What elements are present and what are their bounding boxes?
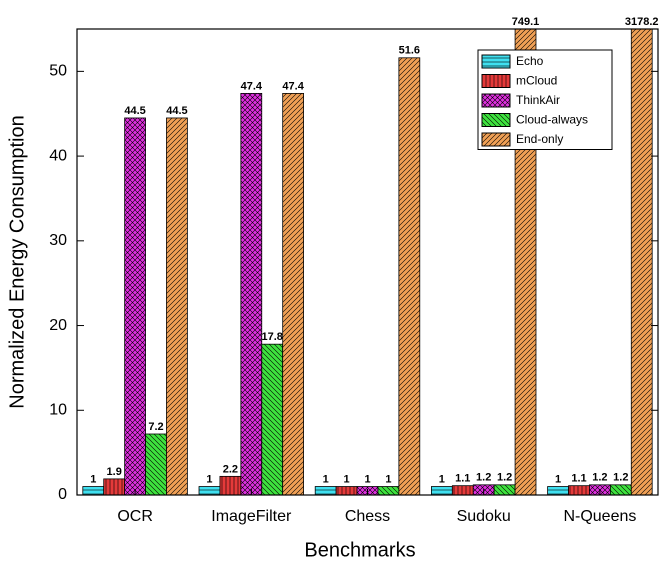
value-label: 17.8 [262,331,283,343]
bar-hatch [82,486,104,495]
bar-hatch [431,486,453,495]
value-label: 1.9 [107,466,122,478]
bar-hatch [568,485,590,495]
legend-label: mCloud [516,74,557,88]
bar-hatch [103,478,125,495]
legend-hatch [482,113,510,127]
value-label: 749.1 [512,16,540,28]
value-label: 51.6 [399,45,420,57]
value-label: 47.4 [282,80,304,92]
value-label: 1.1 [571,473,586,485]
legend-label: Echo [516,54,544,68]
bar-hatch [494,484,516,495]
bar-hatch [315,486,337,495]
x-axis-label: Benchmarks [304,539,415,561]
bar-hatch [610,484,632,495]
value-label: 1 [364,473,370,485]
bar-hatch [261,344,283,495]
value-label: 1 [439,473,445,485]
value-label: 1.2 [613,472,628,484]
legend-label: Cloud-always [516,113,588,127]
value-label: 44.5 [166,105,187,117]
legend-hatch [482,74,510,88]
value-label: 7.2 [148,421,163,433]
bar-hatch [452,485,474,495]
bar-hatch [282,93,304,495]
value-label: 44.5 [124,105,145,117]
y-axis-label: Normalized Energy Consumption [6,115,28,408]
legend-hatch [482,55,510,68]
x-tick-label: Sudoku [457,508,511,525]
value-label: 3178.2 [625,16,659,28]
legend-hatch [482,94,510,107]
value-label: 2.2 [223,463,238,475]
legend-label: End-only [516,132,563,146]
bar-hatch [199,486,220,495]
x-tick-label: OCR [117,508,153,525]
x-tick-label: ImageFilter [211,508,292,525]
value-label: 1 [385,473,391,485]
plot-area [82,29,653,495]
y-tick-label: 30 [49,232,67,249]
bar-hatch [547,486,569,495]
y-tick-label: 40 [49,147,67,164]
bar-hatch [145,433,167,495]
x-tick-label: N-Queens [563,508,636,525]
value-label: 1 [206,473,212,485]
bar-hatch [631,29,653,495]
value-label: 1.1 [455,473,470,485]
bar-hatch [398,57,420,495]
value-label: 47.4 [241,80,263,92]
value-label: 1.2 [497,472,512,484]
value-label: 1.2 [476,472,491,484]
value-label: 1 [323,473,329,485]
value-label: 1 [90,473,96,485]
bar-hatch [377,486,399,495]
y-tick-label: 50 [49,63,67,80]
value-label: 1 [555,473,561,485]
legend-label: ThinkAir [516,93,560,107]
bar-hatch [124,117,146,495]
bar-hatch [240,93,262,495]
value-label: 1.2 [592,472,607,484]
legend-hatch [482,133,510,146]
x-tick-label: Chess [345,508,390,525]
bar-hatch [336,486,358,495]
value-label: 1 [344,473,350,485]
bar-hatch [166,117,188,495]
y-tick-label: 20 [49,317,67,334]
bar-hatch [219,476,241,495]
y-tick-label: 10 [49,401,67,418]
y-tick-label: 0 [58,486,67,503]
